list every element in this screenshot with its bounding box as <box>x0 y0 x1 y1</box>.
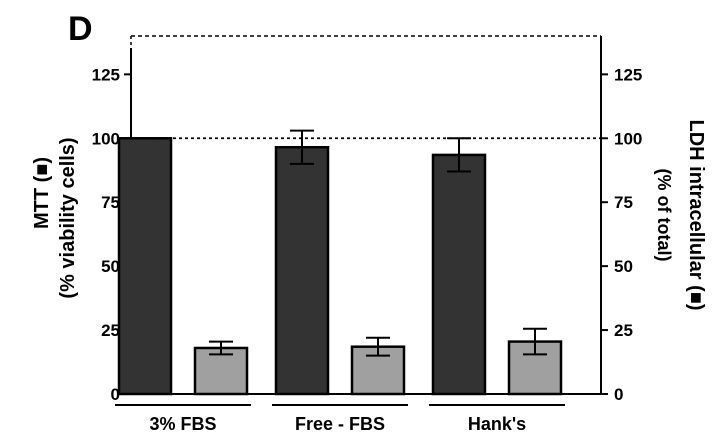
category-label: Hank's <box>468 414 526 434</box>
category-label: 3% FBS <box>149 414 216 434</box>
category-label: Free - FBS <box>295 414 385 434</box>
y-left-tick-label: 100 <box>92 129 120 148</box>
y-right-tick-label: 125 <box>614 65 642 84</box>
y-right-tick-label: 0 <box>614 385 623 404</box>
panel-label: D <box>68 10 93 48</box>
axes: 0 25 50 75 100 125 0 25 50 75 100 125 <box>92 35 642 404</box>
y-axis-left-title: MTT (■) <box>31 157 53 229</box>
y-left-tick-label: 125 <box>92 65 120 84</box>
y-axis-right-title: LDH intracellular (■) <box>685 120 707 311</box>
y-left-tick-label: 75 <box>101 193 120 212</box>
y-right-tick-label: 75 <box>614 193 633 212</box>
y-axis-left-subtitle: (% viability cells) <box>57 137 79 298</box>
y-left-tick-label: 0 <box>111 385 120 404</box>
bars <box>117 129 563 396</box>
bar-mtt <box>431 153 487 396</box>
category-labels: 3% FBS Free - FBS Hank's <box>115 404 565 434</box>
y-axis-left-label: MTT (■) (% viability cells) <box>31 137 79 298</box>
y-right-tick-label: 50 <box>614 257 633 276</box>
y-axis-right-label: LDH intracellular (■) (% of total) <box>654 120 707 311</box>
y-right-tick-label: 100 <box>614 129 642 148</box>
y-left-tick-label: 50 <box>101 257 120 276</box>
bar-mtt <box>117 137 173 396</box>
y-axis-right-subtitle: (% of total) <box>654 169 674 262</box>
y-right-tick-label: 25 <box>614 321 633 340</box>
y-left-tick-label: 25 <box>101 321 120 340</box>
bar-mtt <box>274 145 330 396</box>
